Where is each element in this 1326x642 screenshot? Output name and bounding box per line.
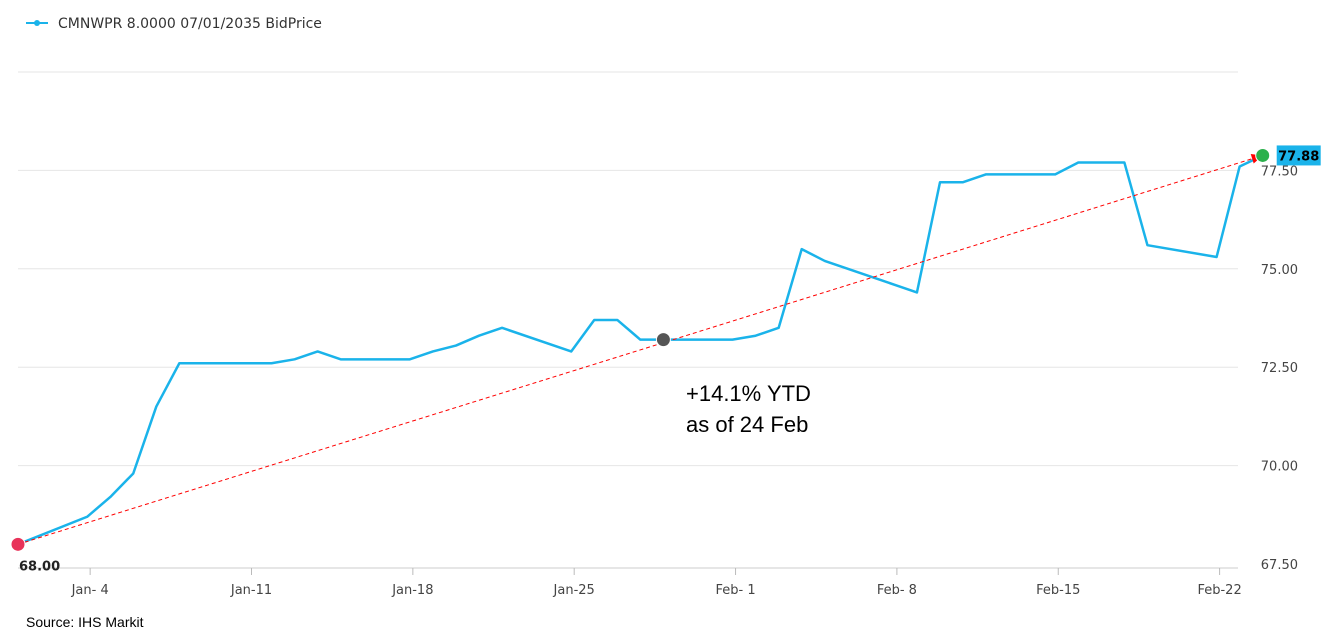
x-tick-label: Jan- 4 — [71, 583, 109, 598]
y-tick-label: 72.50 — [1261, 361, 1298, 376]
series-line — [17, 154, 1264, 546]
y-tick-label: 75.00 — [1261, 263, 1298, 278]
point-marker — [10, 536, 26, 552]
x-tick-label: Feb- 8 — [877, 583, 917, 598]
point-marker — [655, 332, 671, 348]
last-value-label: 77.88 — [1278, 149, 1319, 164]
annotation-as-of: as of 24 Feb — [686, 412, 808, 437]
x-tick-label: Jan-25 — [553, 583, 595, 598]
y-tick-label: 67.50 — [1261, 558, 1298, 573]
legend-marker-icon — [34, 20, 40, 26]
x-tick-label: Jan-11 — [230, 583, 272, 598]
last-value-badge — [1276, 145, 1321, 166]
y-tick-label: 77.50 — [1261, 164, 1298, 179]
y-axis-tick-labels: 67.50 70.00 72.50 75.00 77.50 — [1261, 164, 1298, 573]
x-tick-label: Feb-22 — [1197, 583, 1241, 598]
annotation-ytd: +14.1% YTD — [686, 381, 811, 406]
x-tick-label: Feb-15 — [1036, 583, 1080, 598]
x-tick-label: Feb- 1 — [715, 583, 755, 598]
start-value-label: 68.00 — [19, 559, 60, 574]
y-tick-label: 70.00 — [1261, 460, 1298, 475]
source-note: Source: IHS Markit — [26, 614, 144, 630]
gridlines — [18, 71, 1238, 467]
trendline — [17, 154, 1263, 545]
x-axis: Jan- 4 Jan-11 Jan-18 Jan-25 Feb- 1 Feb- 8 Feb-… — [18, 567, 1242, 598]
plot-area — [17, 153, 1264, 546]
point-marker — [1255, 147, 1271, 163]
x-tick-label: Jan-18 — [391, 583, 433, 598]
legend-label: CMNWPR 8.0000 07/01/2035 BidPrice — [58, 16, 322, 32]
legend[interactable]: CMNWPR 8.0000 07/01/2035 BidPrice — [26, 16, 322, 32]
markers: 68.00 77.88 — [10, 145, 1321, 574]
